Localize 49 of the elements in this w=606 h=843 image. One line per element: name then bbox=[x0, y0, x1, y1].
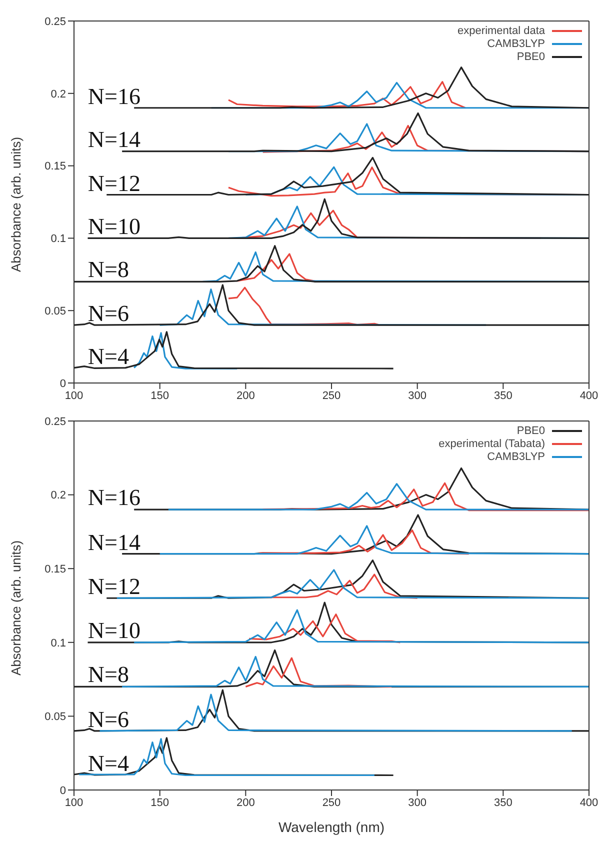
annotation: N=6 bbox=[88, 706, 129, 732]
y-tick-label: 0.1 bbox=[50, 637, 66, 650]
x-tick-label: 100 bbox=[64, 390, 84, 402]
annotation: N=14 bbox=[88, 530, 140, 555]
x-tick-label: 300 bbox=[408, 390, 427, 402]
x-tick-label: 200 bbox=[236, 390, 255, 402]
annotation: N=6 bbox=[88, 300, 129, 326]
x-tick-label: 400 bbox=[580, 796, 598, 809]
annotation: N=12 bbox=[88, 574, 140, 599]
x-tick-label: 150 bbox=[150, 796, 170, 809]
annotation: N=4 bbox=[88, 344, 129, 370]
legend-label: PBE0 bbox=[516, 50, 545, 62]
annotation: N=12 bbox=[88, 170, 140, 196]
legend-label: CAMB3LYP bbox=[487, 450, 545, 462]
annotation: N=4 bbox=[88, 751, 129, 776]
x-tick-label: 200 bbox=[236, 796, 255, 809]
y-tick-label: 0.05 bbox=[44, 306, 66, 318]
x-tick-label: 250 bbox=[322, 796, 341, 809]
y-tick-label: 0 bbox=[60, 784, 66, 797]
x-tick-label: 300 bbox=[408, 796, 427, 809]
x-tick-label: 250 bbox=[322, 390, 341, 402]
annotation: N=8 bbox=[88, 257, 129, 282]
x-tick-label: 100 bbox=[64, 796, 84, 809]
legend-label: PBE0 bbox=[516, 424, 545, 436]
legend-label: CAMB3LYP bbox=[487, 38, 545, 50]
annotation: N=14 bbox=[88, 127, 140, 152]
y-tick-label: 0.1 bbox=[50, 233, 66, 246]
y-tick-label: 0.2 bbox=[50, 88, 66, 100]
annotation: N=16 bbox=[88, 485, 140, 510]
y-tick-label: 0.15 bbox=[44, 564, 66, 576]
x-tick-label: 400 bbox=[580, 390, 598, 402]
annotation: N=16 bbox=[88, 84, 140, 109]
y-axis-title: Absorbance (arb. units) bbox=[8, 540, 24, 676]
y-tick-label: 0.25 bbox=[44, 416, 66, 428]
legend-label: experimental (Tabata) bbox=[438, 438, 545, 450]
legend-label: experimental data bbox=[458, 24, 545, 36]
annotation: N=8 bbox=[88, 662, 129, 688]
y-tick-label: 0.15 bbox=[44, 160, 66, 173]
x-tick-label: 150 bbox=[150, 390, 170, 402]
y-axis-title: Absorbance (arb. units) bbox=[8, 136, 24, 272]
annotation: N=10 bbox=[88, 618, 140, 644]
x-axis-title: Wavelength (nm) bbox=[278, 819, 385, 835]
y-tick-label: 0.05 bbox=[44, 711, 66, 724]
annotation: N=10 bbox=[88, 214, 140, 240]
y-tick-label: 0 bbox=[60, 378, 66, 390]
y-tick-label: 0.2 bbox=[50, 490, 66, 502]
y-tick-label: 0.25 bbox=[44, 16, 66, 28]
x-tick-label: 350 bbox=[494, 796, 512, 809]
x-tick-label: 350 bbox=[494, 390, 512, 402]
